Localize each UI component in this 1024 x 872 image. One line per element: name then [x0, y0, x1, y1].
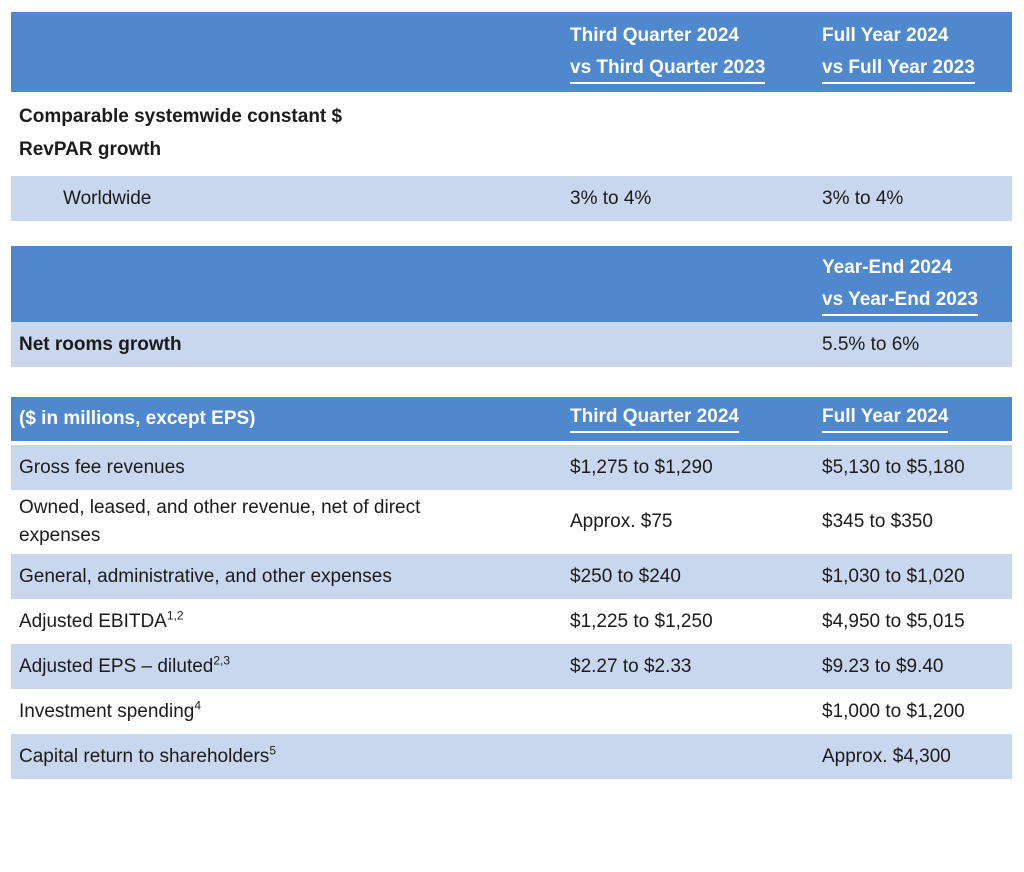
fy-value: $4,950 to $5,015	[822, 610, 965, 632]
units-header-label: ($ in millions, except EPS)	[19, 408, 256, 429]
worldwide-label: Worldwide	[63, 187, 152, 209]
net-rooms-growth-row: Net rooms growth 5.5% to 6%	[11, 322, 1012, 367]
net-rooms-growth-value: 5.5% to 6%	[822, 333, 920, 355]
investment-spending-row: Investment spending4 $1,000 to $1,200	[11, 689, 1012, 734]
column-header-line1: Third Quarter 2024	[570, 25, 739, 46]
row-label: Gross fee revenues	[19, 456, 185, 478]
worldwide-q3-value: 3% to 4%	[570, 187, 652, 209]
net-rooms-growth-table: Year-End 2024 vs Year-End 2023 Net rooms…	[11, 246, 1012, 367]
rooms-table-header: Year-End 2024 vs Year-End 2023	[11, 246, 1012, 322]
general-admin-expenses-row: General, administrative, and other expen…	[11, 554, 1012, 599]
column-header-line1: Full Year 2024	[822, 25, 949, 46]
column-header-line2: vs Full Year 2023	[822, 56, 975, 84]
adjusted-eps-diluted-row: Adjusted EPS – diluted2,3 $2.27 to $2.33…	[11, 644, 1012, 689]
section-label-line2: RevPAR growth	[19, 139, 162, 160]
column-header-third-quarter: Third Quarter 2024 vs Third Quarter 2023	[570, 20, 822, 84]
revpar-table-header: Third Quarter 2024 vs Third Quarter 2023…	[11, 12, 1012, 92]
table-gap	[11, 221, 1012, 246]
column-header-line2: vs Year-End 2023	[822, 288, 978, 316]
row-label: Capital return to shareholders5	[19, 743, 276, 767]
column-header-full-year: Full Year 2024	[822, 405, 949, 433]
revpar-growth-table: Third Quarter 2024 vs Third Quarter 2023…	[11, 12, 1012, 221]
row-label: Owned, leased, and other revenue, net of…	[19, 497, 421, 546]
q3-value: $250 to $240	[570, 565, 681, 587]
revpar-section-label-row: Comparable systemwide constant $ RevPAR …	[11, 92, 1012, 176]
q3-value: $1,275 to $1,290	[570, 456, 713, 478]
column-header-third-quarter: Third Quarter 2024	[570, 405, 739, 433]
footnote-marker: 4	[194, 698, 202, 713]
column-header-year-end: Year-End 2024 vs Year-End 2023	[822, 252, 1012, 316]
owned-leased-revenue-row: Owned, leased, and other revenue, net of…	[11, 490, 1012, 554]
outlook-sheet: Third Quarter 2024 vs Third Quarter 2023…	[11, 12, 1012, 779]
footnote-marker: 2,3	[213, 653, 231, 668]
fy-value: $5,130 to $5,180	[822, 456, 965, 478]
fy-value: Approx. $4,300	[822, 745, 951, 767]
q3-value: $2.27 to $2.33	[570, 655, 692, 677]
footnote-marker: 5	[269, 743, 276, 758]
footnote-marker: 1,2	[166, 608, 184, 623]
adjusted-ebitda-row: Adjusted EBITDA1,2 $1,225 to $1,250 $4,9…	[11, 599, 1012, 644]
fy-value: $1,030 to $1,020	[822, 565, 965, 587]
fy-value: $1,000 to $1,200	[822, 700, 965, 722]
worldwide-row: Worldwide 3% to 4% 3% to 4%	[11, 176, 1012, 221]
q3-value: $1,225 to $1,250	[570, 610, 713, 632]
row-label: Investment spending4	[19, 698, 202, 722]
column-header-line2: vs Third Quarter 2023	[570, 56, 766, 84]
q3-value: Approx. $75	[570, 511, 673, 532]
row-label: General, administrative, and other expen…	[19, 565, 392, 587]
capital-return-row: Capital return to shareholders5 Approx. …	[11, 734, 1012, 779]
worldwide-fy-value: 3% to 4%	[822, 187, 904, 209]
financials-table: ($ in millions, except EPS) Third Quarte…	[11, 397, 1012, 779]
fy-value: $9.23 to $9.40	[822, 655, 944, 677]
fy-value: $345 to $350	[822, 511, 933, 532]
net-rooms-growth-label: Net rooms growth	[19, 333, 182, 355]
table-gap	[11, 367, 1012, 397]
row-label: Adjusted EPS – diluted2,3	[19, 653, 231, 677]
column-header-line1: Year-End 2024	[822, 257, 952, 278]
revpar-section-label: Comparable systemwide constant $ RevPAR …	[11, 100, 570, 166]
gross-fee-revenues-row: Gross fee revenues $1,275 to $1,290 $5,1…	[11, 445, 1012, 490]
row-label: Adjusted EBITDA1,2	[19, 608, 184, 632]
column-header-full-year: Full Year 2024 vs Full Year 2023	[822, 20, 1012, 84]
section-label-line1: Comparable systemwide constant $	[19, 106, 343, 127]
financials-table-header: ($ in millions, except EPS) Third Quarte…	[11, 397, 1012, 441]
